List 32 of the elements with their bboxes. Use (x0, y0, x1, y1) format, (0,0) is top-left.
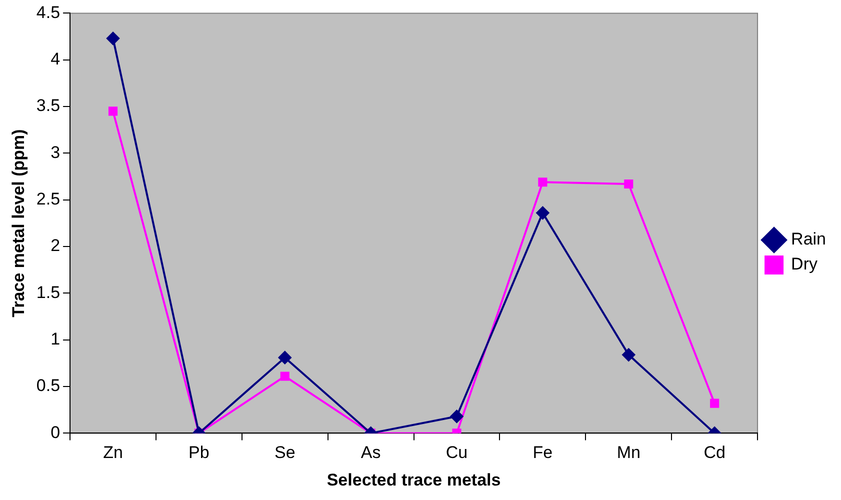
x-tick-label: Zn (103, 443, 123, 462)
x-tick-label: Cd (704, 443, 726, 462)
point (710, 398, 720, 408)
y-tick-label: 3.5 (36, 96, 60, 116)
x-axis-title: Selected trace metals (326, 470, 501, 490)
x-tick-label: Fe (532, 443, 553, 462)
y-axis-title: Trace metal level (ppm) (8, 129, 28, 318)
y-tick-label: 4.5 (36, 2, 60, 22)
y-tick-label: 0 (50, 422, 60, 442)
x-tick-label: As (360, 443, 381, 462)
point (450, 410, 464, 423)
x-tick-label: Pb (188, 443, 210, 462)
legend-label: Dry (791, 254, 818, 274)
y-tick-label: 0.5 (36, 376, 60, 396)
legend-label: Rain (791, 230, 826, 249)
y-tick-label: 2.5 (36, 190, 60, 209)
x-tick-label: Mn (616, 443, 640, 462)
y-tick-label: 3 (50, 142, 60, 162)
point (106, 32, 120, 45)
x-tick-label: Se (274, 443, 296, 462)
point (538, 178, 548, 187)
y-tick-label: 1.5 (36, 282, 60, 302)
y-tick-label: 4 (50, 50, 60, 69)
y-tick-label: 2 (50, 236, 60, 256)
y-tick-label: 1 (50, 330, 60, 349)
point (280, 372, 290, 381)
point (278, 351, 292, 364)
point (536, 206, 550, 220)
point (624, 179, 634, 189)
x-tick-label: Cu (446, 443, 468, 462)
point (108, 106, 118, 116)
point (622, 348, 636, 362)
